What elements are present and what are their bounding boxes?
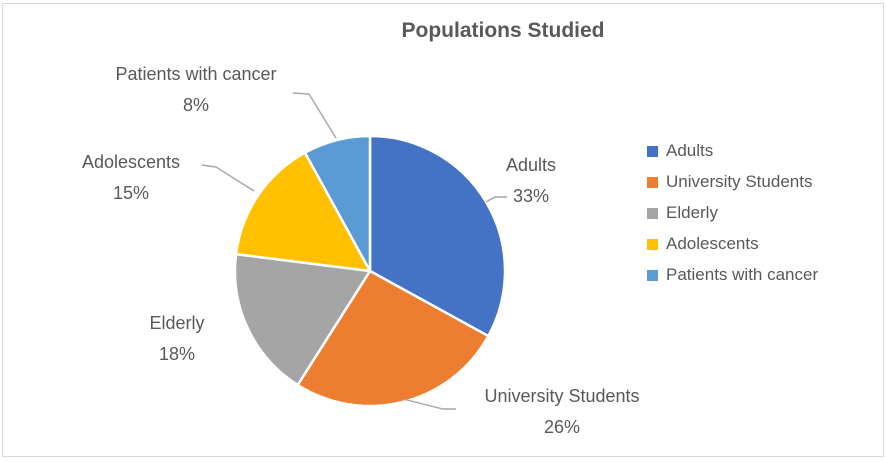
- legend-swatch-university-students: [647, 176, 658, 188]
- leader-line-patients-with-cancer: [292, 92, 337, 139]
- pie-slice-patients-with-cancer[interactable]: [303, 134, 372, 273]
- data-label-percent: 33%: [512, 186, 550, 206]
- legend-label: Adults: [666, 141, 714, 160]
- legend-label: Adolescents: [666, 234, 759, 253]
- data-label-elderly[interactable]: Elderly 18%: [149, 308, 204, 370]
- legend-item-university-students[interactable]: University Students: [647, 172, 818, 191]
- pie-slice-adolescents[interactable]: [234, 151, 372, 273]
- legend-swatch-adults: [647, 145, 658, 157]
- pie-slice-elderly[interactable]: [233, 252, 372, 387]
- data-label-category: University Students: [484, 386, 640, 406]
- legend-swatch-adolescents: [647, 238, 658, 250]
- chart-title[interactable]: Populations Studied: [401, 19, 605, 42]
- legend-label: Patients with cancer: [666, 265, 819, 284]
- leader-line-adults: [485, 196, 507, 203]
- data-label-percent: 18%: [158, 344, 196, 364]
- data-label-patients-with-cancer[interactable]: Patients with cancer 8%: [115, 59, 276, 121]
- legend-label: Elderly: [666, 203, 718, 222]
- legend-item-adolescents[interactable]: Adolescents: [647, 234, 818, 253]
- data-label-category: Elderly: [149, 313, 205, 333]
- pie-slice-adults[interactable]: [368, 134, 507, 338]
- legend-swatch-patients-with-cancer: [647, 269, 658, 281]
- leader-line-university-students: [402, 398, 456, 410]
- legend-label: University Students: [666, 172, 813, 191]
- legend: Adults University Students Elderly Adole…: [647, 141, 819, 284]
- data-label-adolescents[interactable]: Adolescents 15%: [82, 147, 180, 209]
- data-label-university-students[interactable]: University Students 26%: [484, 381, 639, 443]
- leader-line-adolescents: [201, 164, 255, 192]
- legend-swatch-elderly: [647, 207, 658, 219]
- legend-item-adults[interactable]: Adults: [647, 141, 818, 160]
- legend-item-elderly[interactable]: Elderly: [647, 203, 818, 222]
- data-label-percent: 15%: [112, 183, 150, 203]
- data-label-adults[interactable]: Adults 33%: [506, 150, 556, 212]
- data-label-category: Patients with cancer: [115, 64, 277, 84]
- data-label-percent: 26%: [543, 417, 581, 437]
- legend-item-patients-with-cancer[interactable]: Patients with cancer: [647, 265, 819, 284]
- data-label-category: Adults: [505, 155, 557, 175]
- pie-slice-university-students[interactable]: [296, 269, 490, 408]
- data-label-percent: 8%: [182, 95, 210, 115]
- data-label-category: Adolescents: [81, 152, 181, 172]
